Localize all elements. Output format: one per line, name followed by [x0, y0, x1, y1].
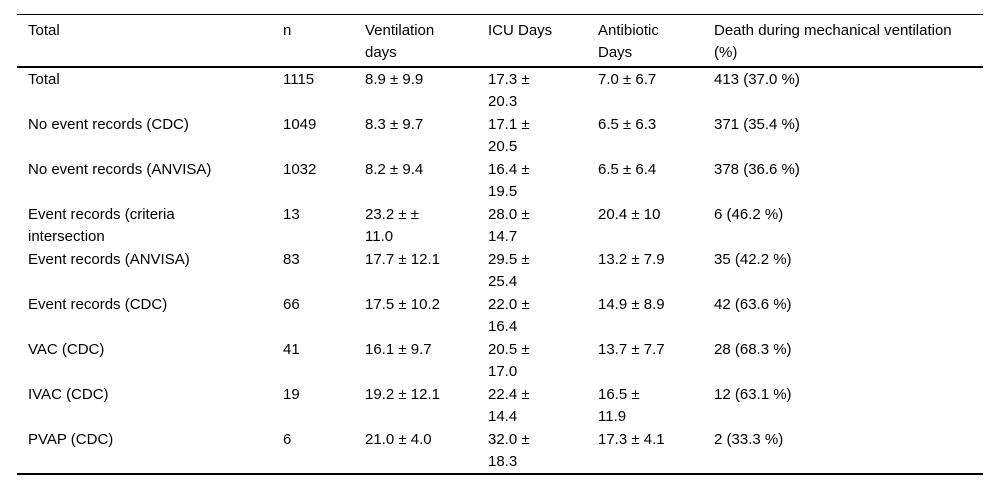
- antibiotic-days-cell: 6.5 ± 6.4: [598, 161, 657, 178]
- ventilation-days-cell: 16.1 ± 9.7: [365, 341, 432, 358]
- n-cell: 83: [283, 251, 300, 268]
- icu-days-cell: 17.3 ± 20.3: [488, 71, 530, 110]
- antibiotic-days-cell: 7.0 ± 6.7: [598, 71, 657, 88]
- row-label-cell: Event records (CDC): [28, 296, 168, 313]
- n-cell: 6: [283, 431, 292, 448]
- column-header-antibiotic-days: Antibiotic Days: [587, 14, 703, 68]
- death-cell: 42 (63.6 %): [714, 296, 792, 313]
- n-cell: 1115: [283, 71, 315, 88]
- row-label-cell: No event records (ANVISA): [28, 161, 212, 178]
- table-row-no-event-cdc: No event records (CDC) 1049 8.3 ± 9.7 17…: [17, 113, 983, 158]
- n-cell: 1049: [283, 116, 317, 133]
- column-header-n: n: [272, 14, 354, 68]
- table-header-row: Total n Ventilation days ICU Days Antibi…: [17, 14, 983, 68]
- column-header-ventilation-days: Ventilation days: [354, 14, 477, 68]
- antibiotic-days-cell: 13.7 ± 7.7: [598, 341, 665, 358]
- ventilation-days-cell: 17.5 ± 10.2: [365, 296, 440, 313]
- icu-days-cell: 22.0 ± 16.4: [488, 296, 530, 335]
- row-label-cell: VAC (CDC): [28, 341, 105, 358]
- row-label-cell: No event records (CDC): [28, 116, 189, 133]
- death-cell: 378 (36.6 %): [714, 161, 800, 178]
- ventilation-days-cell: 19.2 ± 12.1: [365, 386, 440, 403]
- row-label-cell: Total: [28, 71, 60, 88]
- death-cell: 6 (46.2 %): [714, 206, 784, 223]
- icu-days-cell: 32.0 ± 18.3: [488, 431, 530, 470]
- ventilation-days-cell: 23.2 ± ± 11.0: [365, 206, 419, 245]
- death-cell: 413 (37.0 %): [714, 71, 800, 88]
- n-cell: 41: [283, 341, 300, 358]
- antibiotic-days-cell: 6.5 ± 6.3: [598, 116, 657, 133]
- column-header-total: Total: [17, 14, 272, 68]
- ventilation-days-cell: 8.9 ± 9.9: [365, 71, 424, 88]
- table-row-pvap-cdc: PVAP (CDC) 6 21.0 ± 4.0 32.0 ± 18.3 17.3…: [17, 428, 983, 474]
- table-row-event-cdc: Event records (CDC) 66 17.5 ± 10.2 22.0 …: [17, 293, 983, 338]
- column-header-death-during-mv: Death during mechanical ventilation (%): [703, 14, 983, 68]
- results-table: Total n Ventilation days ICU Days Antibi…: [17, 14, 983, 475]
- table-row-ivac-cdc: IVAC (CDC) 19 19.2 ± 12.1 22.4 ± 14.4 16…: [17, 383, 983, 428]
- death-cell: 371 (35.4 %): [714, 116, 800, 133]
- antibiotic-days-cell: 14.9 ± 8.9: [598, 296, 665, 313]
- table-row-no-event-anvisa: No event records (ANVISA) 1032 8.2 ± 9.4…: [17, 158, 983, 203]
- death-cell: 35 (42.2 %): [714, 251, 792, 268]
- column-header-icu-days: ICU Days: [477, 14, 587, 68]
- ventilation-days-cell: 8.2 ± 9.4: [365, 161, 424, 178]
- ventilation-days-cell: 8.3 ± 9.7: [365, 116, 424, 133]
- row-label-cell: PVAP (CDC): [28, 431, 114, 448]
- ventilation-days-cell: 17.7 ± 12.1: [365, 251, 440, 268]
- row-label-cell: Event records (criteria intersection: [28, 206, 175, 245]
- table-row-event-anvisa: Event records (ANVISA) 83 17.7 ± 12.1 29…: [17, 248, 983, 293]
- icu-days-cell: 28.0 ± 14.7: [488, 206, 530, 245]
- n-cell: 19: [283, 386, 300, 403]
- n-cell: 1032: [283, 161, 317, 178]
- death-cell: 2 (33.3 %): [714, 431, 784, 448]
- ventilation-days-cell: 21.0 ± 4.0: [365, 431, 432, 448]
- table-row-event-intersection: Event records (criteria intersection 13 …: [17, 203, 983, 248]
- icu-days-cell: 22.4 ± 14.4: [488, 386, 530, 425]
- death-cell: 28 (68.3 %): [714, 341, 792, 358]
- antibiotic-days-cell: 13.2 ± 7.9: [598, 251, 665, 268]
- n-cell: 13: [283, 206, 300, 223]
- table-row-vac-cdc: VAC (CDC) 41 16.1 ± 9.7 20.5 ± 17.0 13.7…: [17, 338, 983, 383]
- n-cell: 66: [283, 296, 300, 313]
- table-row-total: Total 1115 8.9 ± 9.9 17.3 ± 20.3 7.0 ± 6…: [17, 67, 983, 113]
- antibiotic-days-cell: 20.4 ± 10: [598, 206, 661, 223]
- icu-days-cell: 16.4 ± 19.5: [488, 161, 530, 200]
- antibiotic-days-cell: 17.3 ± 4.1: [598, 431, 665, 448]
- icu-days-cell: 17.1 ± 20.5: [488, 116, 530, 155]
- icu-days-cell: 20.5 ± 17.0: [488, 341, 530, 380]
- icu-days-cell: 29.5 ± 25.4: [488, 251, 530, 290]
- row-label-cell: IVAC (CDC): [28, 386, 109, 403]
- antibiotic-days-cell: 16.5 ± 11.9: [598, 386, 640, 425]
- row-label-cell: Event records (ANVISA): [28, 251, 190, 268]
- death-cell: 12 (63.1 %): [714, 386, 792, 403]
